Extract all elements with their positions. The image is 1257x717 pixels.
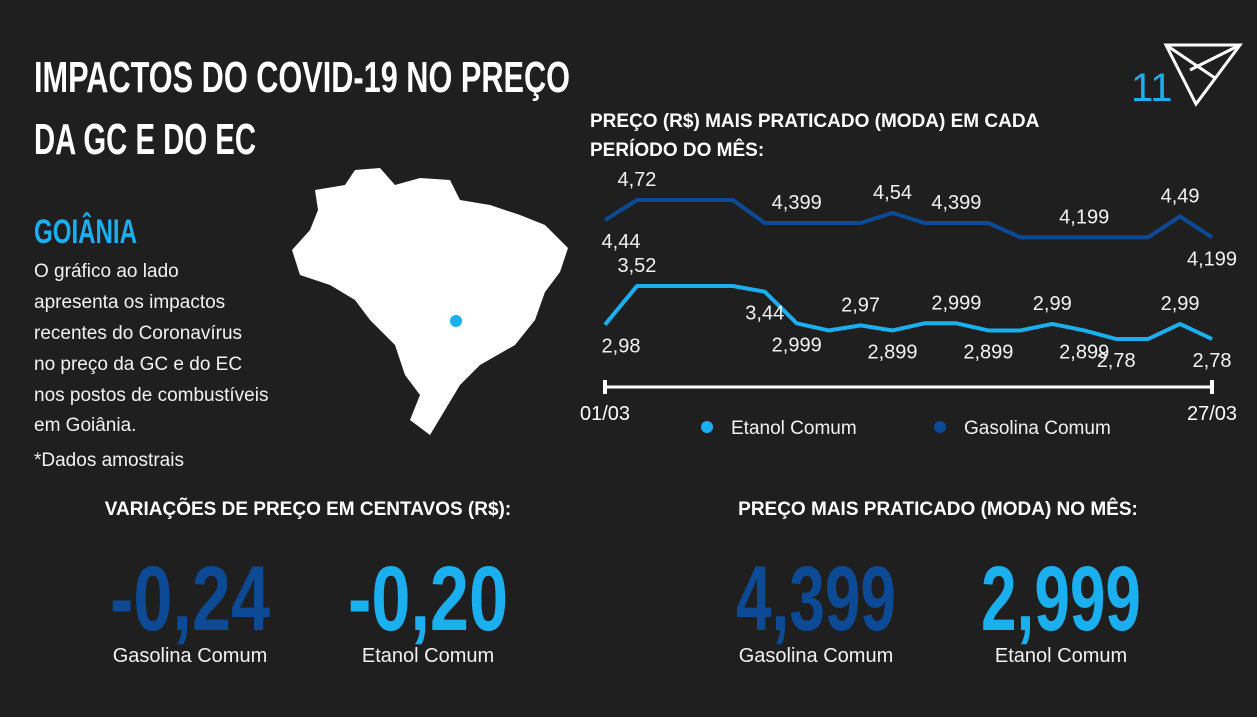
data-label: 2,98 [602, 336, 641, 358]
page-number: 11 [1131, 66, 1173, 110]
data-label: 3,44 [745, 303, 784, 325]
data-label: 2,99 [1161, 293, 1200, 315]
legend-label: Gasolina Comum [964, 418, 1111, 439]
data-label: 3,52 [617, 255, 656, 277]
title: IMPACTOS DO COVID-19 NO PREÇO [34, 53, 570, 102]
chart-title: PREÇO (R$) MAIS PRATICADO (MODA) EM CADA [590, 111, 1040, 132]
description: nos postos de combustíveis [34, 385, 268, 406]
x-tick-label: 27/03 [1187, 403, 1237, 425]
data-label: 2,97 [841, 294, 880, 316]
location-dot [450, 315, 462, 327]
data-label: 2,78 [1193, 350, 1232, 372]
chart-title: PERÍODO DO MÊS: [590, 139, 764, 161]
big-number: -0,24 [110, 548, 270, 650]
big-number-label: Gasolina Comum [113, 645, 268, 667]
data-label: 4,199 [1187, 248, 1237, 270]
data-label: 2,999 [931, 292, 981, 314]
legend-marker [701, 421, 713, 433]
description: recentes do Coronavírus [34, 323, 242, 344]
note: *Dados amostrais [34, 450, 184, 471]
data-label: 4,399 [931, 192, 981, 214]
data-label: 4,72 [617, 169, 656, 191]
legend-marker [934, 421, 946, 433]
data-label: 2,99 [1033, 293, 1072, 315]
logo [1163, 43, 1243, 107]
description: O gráfico ao lado [34, 261, 179, 282]
city: GOIÂNIA [34, 213, 137, 251]
brazil-map [292, 168, 568, 435]
description: apresenta os impactos [34, 292, 225, 313]
big-number-label: Etanol Comum [995, 645, 1127, 667]
data-label: 2,899 [867, 341, 917, 363]
data-label: 4,199 [1059, 206, 1109, 228]
section-title: VARIAÇÕES DE PREÇO EM CENTAVOS (R$): [105, 498, 511, 520]
data-label: 4,54 [873, 182, 912, 204]
data-label: 4,44 [602, 231, 641, 253]
section-title: PREÇO MAIS PRATICADO (MODA) NO MÊS: [738, 498, 1138, 520]
data-label: 4,49 [1161, 185, 1200, 207]
legend-label: Etanol Comum [731, 418, 857, 439]
big-number-label: Etanol Comum [362, 645, 494, 667]
data-label: 2,78 [1097, 350, 1136, 372]
data-label: 2,999 [772, 334, 822, 356]
title: DA GC E DO EC [34, 115, 256, 164]
data-label: 4,399 [772, 192, 822, 214]
description: no preço da GC e do EC [34, 354, 242, 375]
big-number: 4,399 [736, 548, 896, 650]
data-label: 2,899 [963, 341, 1013, 363]
description: em Goiânia. [34, 415, 136, 436]
data-label: 2,899 [1059, 341, 1109, 363]
big-number-label: Gasolina Comum [739, 645, 894, 667]
x-tick-label: 01/03 [580, 403, 630, 425]
series-line [603, 283, 1213, 341]
big-number: -0,20 [348, 548, 508, 650]
series-line [603, 198, 1214, 240]
big-number: 2,999 [981, 548, 1141, 650]
